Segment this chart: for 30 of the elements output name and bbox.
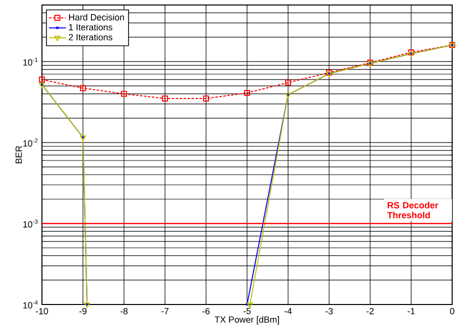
x-tick-label: -10 <box>36 308 48 314</box>
x-axis-title: TX Power [dBm] <box>214 316 280 324</box>
x-tick-label: -6 <box>202 308 210 314</box>
point <box>246 302 254 308</box>
y-tick-label: 10$^{-1}$ <box>23 57 38 66</box>
x-tick-label: -7 <box>161 308 169 314</box>
point <box>38 76 45 82</box>
ref-line-label: RS Decoder Threshold <box>387 202 438 218</box>
point <box>244 90 250 96</box>
point <box>120 90 127 97</box>
point <box>285 79 292 86</box>
legend-label: 2 Iterations <box>68 34 112 40</box>
point <box>80 84 86 91</box>
x-tick-label: -2 <box>366 308 374 314</box>
x-tick-label: -1 <box>408 308 415 314</box>
x-tick-label: -9 <box>79 308 87 314</box>
point <box>408 49 414 56</box>
y-tick-label: 10$^{-4}$ <box>23 300 38 308</box>
x-tick-label: -8 <box>120 308 128 314</box>
y-tick-label: 10$^{-3}$ <box>23 219 38 228</box>
point <box>162 95 168 102</box>
x-tick-label: -4 <box>284 308 292 314</box>
y-axis-title: BER <box>16 146 22 163</box>
x-tick-label: -5 <box>243 308 251 314</box>
x-tick-label: 0 <box>450 308 454 314</box>
legend-label: Hard Decision <box>69 14 124 20</box>
legend-label: 1 Iterations <box>69 24 112 30</box>
y-tick-label: 10$^{-2}$ <box>23 138 38 146</box>
x-tick-label: -3 <box>326 308 333 314</box>
point <box>203 95 210 102</box>
